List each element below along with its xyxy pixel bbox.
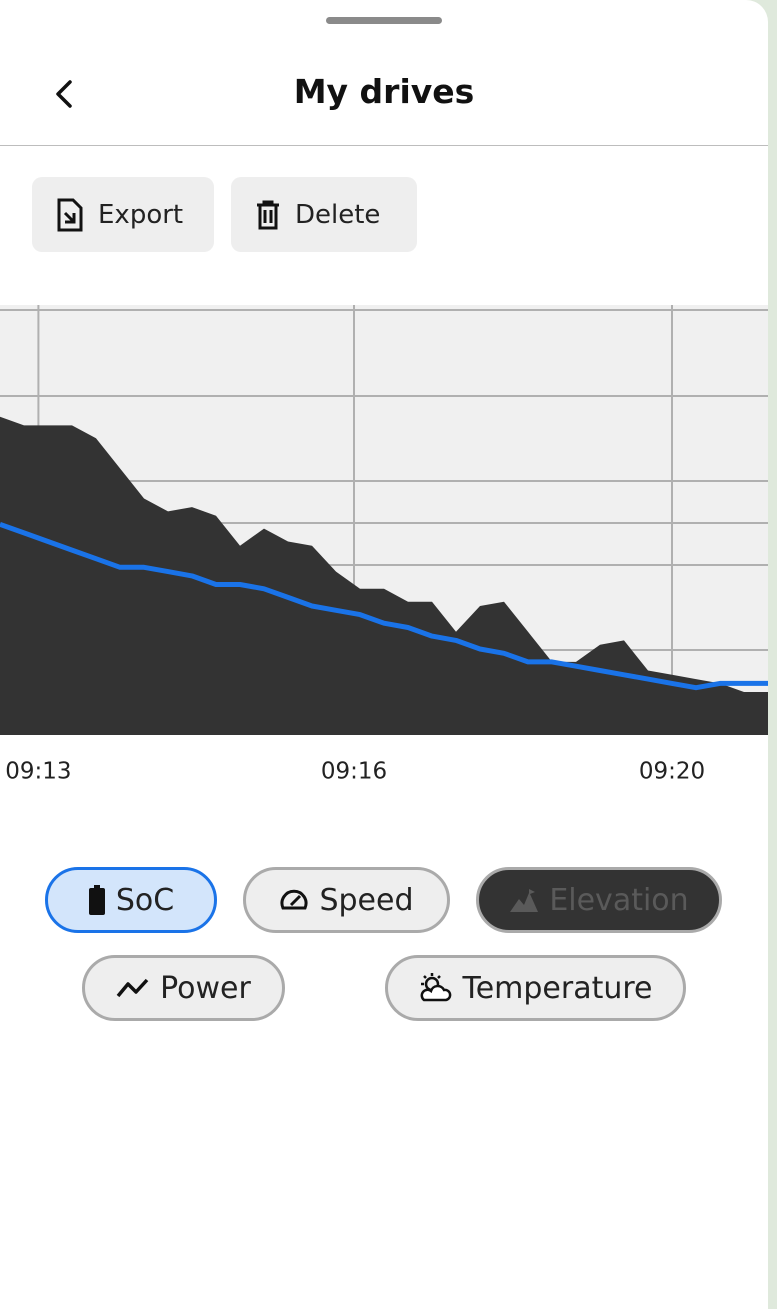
- title: My drives: [293, 72, 475, 111]
- weather-icon: [421, 973, 452, 1002]
- speed-icon: [280, 889, 308, 910]
- x-tick-label: 09:13: [5, 759, 71, 785]
- export-button[interactable]: Export: [32, 177, 214, 252]
- delete-button[interactable]: Delete: [231, 177, 417, 252]
- soc-line: [0, 521, 768, 691]
- chip-temperature[interactable]: Temperature: [385, 955, 686, 1021]
- chip-label: Elevation: [549, 882, 689, 918]
- export-icon: [57, 198, 83, 231]
- x-tick-label: 09:20: [639, 759, 705, 785]
- drag-handle[interactable]: [326, 17, 442, 24]
- chip-label: Speed: [319, 882, 414, 918]
- back-button[interactable]: [50, 78, 78, 110]
- chart: 09:13 09:16 09:20: [0, 305, 768, 785]
- elevation-icon: [510, 889, 539, 912]
- chip-speed[interactable]: Speed: [243, 867, 450, 933]
- delete-icon: [257, 200, 279, 229]
- chip-soc[interactable]: SoC: [45, 867, 217, 933]
- battery-icon: [88, 885, 105, 915]
- elevation-area: [0, 416, 768, 735]
- chip-label: Temperature: [462, 970, 653, 1006]
- chip-power[interactable]: Power: [82, 955, 285, 1021]
- chip-label: Power: [160, 970, 251, 1006]
- x-tick-label: 09:16: [321, 759, 387, 785]
- power-icon: [116, 978, 149, 998]
- chip-label: SoC: [115, 882, 175, 918]
- delete-label: Delete: [295, 199, 381, 230]
- divider: [0, 145, 768, 146]
- chip-elevation[interactable]: Elevation: [476, 867, 722, 933]
- export-label: Export: [98, 199, 184, 230]
